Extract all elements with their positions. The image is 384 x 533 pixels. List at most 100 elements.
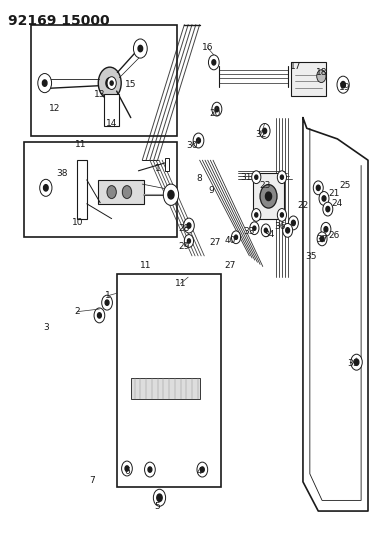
Circle shape [351,354,362,370]
Circle shape [209,55,219,70]
Text: 8: 8 [197,174,202,183]
Circle shape [102,295,113,310]
Text: 24: 24 [332,199,343,208]
Text: 1: 1 [105,291,111,300]
Circle shape [354,359,359,366]
Circle shape [232,231,241,244]
Bar [165,158,169,171]
Text: 92169 15000: 92169 15000 [8,14,110,28]
Circle shape [283,223,293,237]
Bar [291,62,326,96]
Text: 39: 39 [347,359,358,368]
Text: 33: 33 [243,228,255,237]
Text: 26: 26 [328,231,339,240]
Circle shape [187,239,190,243]
Bar [118,274,221,487]
Text: 36: 36 [274,222,286,231]
Text: 4: 4 [197,467,202,475]
Bar [31,25,177,136]
Text: 21: 21 [328,189,339,198]
Circle shape [125,466,129,471]
Text: 34: 34 [263,230,274,239]
Text: 20: 20 [209,109,221,118]
Text: 40: 40 [225,237,236,246]
Circle shape [291,220,295,225]
Circle shape [122,185,132,198]
Text: 15: 15 [125,79,137,88]
Circle shape [153,489,166,506]
Bar [253,173,284,219]
Circle shape [341,82,346,88]
Circle shape [321,222,331,236]
Text: 13: 13 [94,90,106,99]
Circle shape [193,133,204,148]
Circle shape [107,185,116,198]
Circle shape [148,467,152,472]
Circle shape [255,175,258,179]
Text: 3: 3 [44,323,50,332]
Text: 12: 12 [48,104,60,113]
Circle shape [322,196,326,201]
Text: 27: 27 [209,238,221,247]
Circle shape [157,494,162,502]
Text: 31: 31 [240,173,251,182]
Circle shape [259,124,270,139]
Circle shape [106,78,114,88]
Circle shape [265,192,271,200]
Circle shape [184,218,194,233]
Bar [104,94,119,126]
Circle shape [320,236,324,241]
Circle shape [316,185,320,190]
Circle shape [138,45,142,52]
Text: 30: 30 [186,141,198,150]
Circle shape [98,313,101,318]
Bar [131,378,200,399]
Text: 1: 1 [155,164,161,173]
Circle shape [264,228,267,232]
Circle shape [107,77,116,90]
Circle shape [313,181,323,195]
Circle shape [323,202,333,216]
Circle shape [168,190,174,199]
Circle shape [317,232,327,246]
Circle shape [212,102,222,116]
Text: 5: 5 [155,502,161,511]
Circle shape [288,216,298,230]
Circle shape [250,222,259,235]
Circle shape [184,235,194,247]
Text: 14: 14 [106,119,118,128]
Text: 11: 11 [75,140,87,149]
Text: 9: 9 [208,186,214,195]
Circle shape [261,224,270,237]
Text: 19: 19 [339,83,351,92]
Bar [24,142,177,237]
Circle shape [280,175,283,179]
Circle shape [260,184,277,208]
Circle shape [326,206,330,212]
Bar [98,180,144,204]
Circle shape [122,461,132,476]
Circle shape [197,462,208,477]
Circle shape [317,70,326,83]
Circle shape [235,235,238,239]
Circle shape [110,81,113,85]
Circle shape [38,74,51,93]
Circle shape [94,308,105,323]
Circle shape [42,80,47,86]
Text: 23: 23 [259,181,270,190]
Circle shape [212,60,216,65]
Circle shape [163,184,179,205]
Circle shape [252,208,261,221]
Circle shape [319,191,329,205]
Circle shape [337,76,349,93]
Text: 32: 32 [255,130,266,139]
Bar [77,160,87,219]
Text: 10: 10 [71,219,83,228]
Circle shape [215,107,219,112]
Text: 27: 27 [225,261,236,270]
Text: 11: 11 [140,261,152,270]
Text: 7: 7 [89,476,95,484]
Circle shape [255,213,258,217]
Text: 6: 6 [124,467,130,475]
Text: 22: 22 [297,201,309,210]
